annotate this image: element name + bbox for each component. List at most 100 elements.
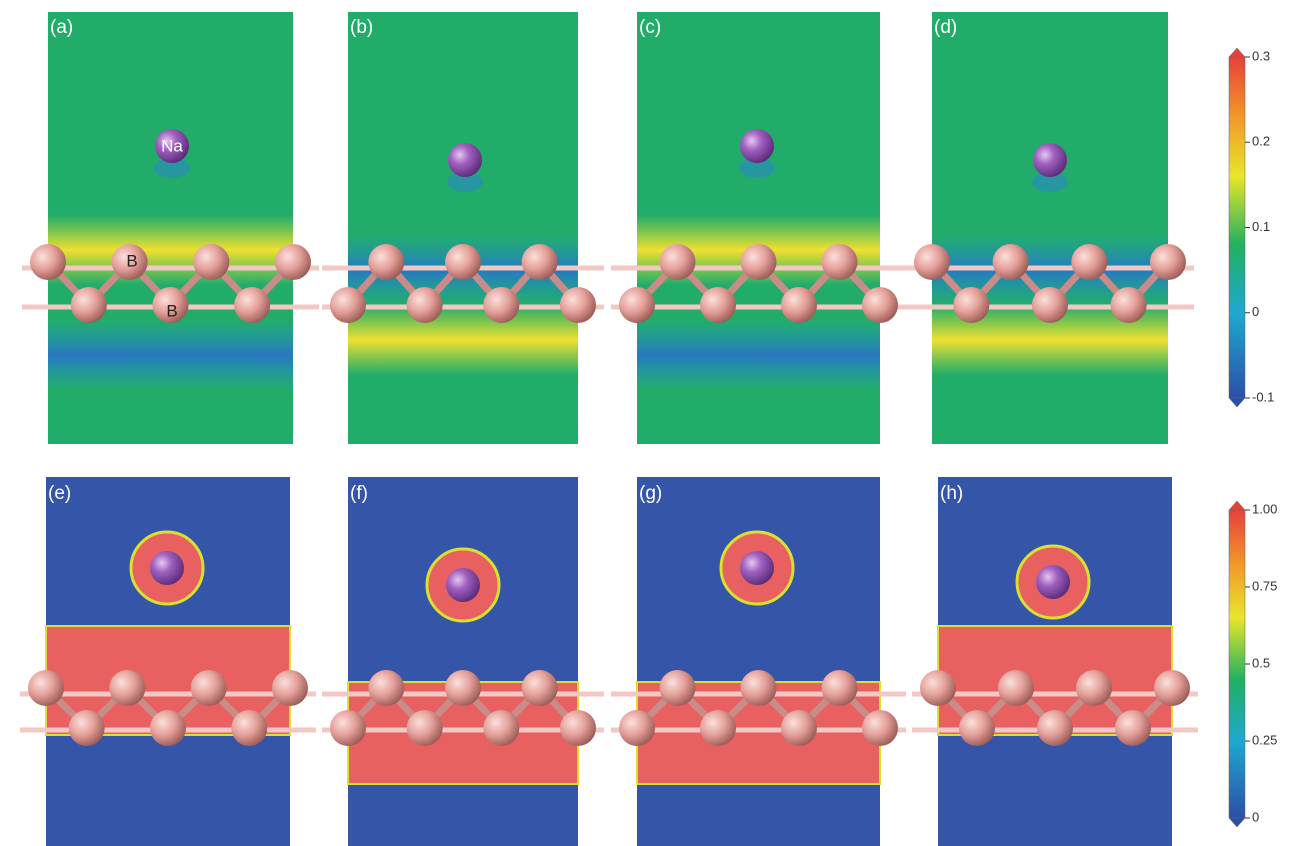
- density-band: [637, 320, 880, 390]
- panel: (f): [322, 477, 604, 846]
- density-halo: [1032, 172, 1068, 192]
- colorbar-arrow: [1228, 817, 1246, 828]
- boron-atom: [521, 244, 558, 280]
- boron-atom: [445, 244, 481, 280]
- sodium-atom: [1036, 565, 1070, 599]
- boron-atom: [740, 670, 777, 706]
- boron-atom: [193, 244, 230, 280]
- boron-atom: [111, 244, 148, 280]
- boron-atom: [483, 287, 520, 323]
- boron-atom: [560, 710, 596, 746]
- density-halo: [739, 158, 775, 178]
- colorbar-tick-label: 0.25: [1252, 732, 1277, 747]
- panel: (c): [611, 12, 906, 444]
- density-halo: [447, 172, 483, 192]
- boron-atom: [619, 710, 655, 746]
- boron-atom: [1032, 287, 1068, 323]
- boron-atom: [781, 287, 817, 323]
- boron-atom: [109, 670, 146, 706]
- boron-atom: [1071, 244, 1108, 280]
- boron-atom: [619, 287, 655, 323]
- panel: (b): [322, 12, 604, 444]
- boron-atom: [234, 287, 271, 323]
- boron-atom: [70, 287, 107, 323]
- panel-label: (a): [50, 17, 73, 38]
- density-halo: [154, 158, 190, 178]
- panel-background: [348, 12, 578, 444]
- boron-atom: [1076, 670, 1112, 706]
- colorbar-tick-label: 0.3: [1252, 48, 1270, 63]
- boron-atom: [700, 287, 736, 323]
- boron-atom: [368, 244, 405, 280]
- boron-atom: [406, 287, 443, 323]
- panel: (h): [912, 477, 1198, 846]
- boron-atom: [821, 670, 858, 706]
- sodium-atom: [150, 551, 184, 585]
- boron-atom: [659, 244, 696, 280]
- atom-label: B: [166, 301, 177, 320]
- panel: (g): [611, 477, 906, 846]
- sodium-atom: [446, 568, 480, 602]
- colorbar-tick-label: 1.00: [1252, 501, 1277, 516]
- boron-atom: [68, 710, 105, 746]
- boron-atom: [1150, 244, 1186, 280]
- panel-background: [348, 477, 578, 846]
- colorbar-tick-label: 0.5: [1252, 655, 1270, 670]
- colorbar-tick-label: -0.1: [1252, 389, 1274, 404]
- boron-atom: [445, 670, 481, 706]
- boron-atom: [821, 244, 858, 280]
- boron-atom: [521, 670, 558, 706]
- boron-atom: [781, 710, 817, 746]
- sodium-atom: [448, 143, 482, 177]
- sodium-atom: [740, 551, 774, 585]
- boron-atom: [959, 710, 995, 746]
- boron-atom: [1110, 287, 1147, 323]
- atom-label: Na: [161, 136, 183, 155]
- colorbar: [1228, 509, 1246, 819]
- panel-label: (c): [639, 17, 661, 38]
- sodium-atom: [1033, 143, 1067, 177]
- boron-atom: [330, 287, 366, 323]
- colorbar-arrow: [1228, 397, 1246, 408]
- boron-atom: [483, 710, 520, 746]
- boron-atom: [862, 287, 898, 323]
- panel-label: (g): [639, 483, 662, 504]
- boron-atom: [1154, 670, 1190, 706]
- panel-label: (h): [940, 483, 963, 504]
- boron-atom: [992, 244, 1029, 280]
- boron-atom: [740, 244, 777, 280]
- boron-atom: [998, 670, 1034, 706]
- boron-atom: [272, 670, 308, 706]
- colorbar-tick-label: 0.2: [1252, 134, 1270, 149]
- boron-atom: [659, 670, 696, 706]
- colorbar-tick-label: 0.1: [1252, 219, 1270, 234]
- boron-atom: [862, 710, 898, 746]
- panel: (a): [22, 12, 319, 444]
- boron-atom: [30, 244, 66, 280]
- boron-atom: [190, 670, 227, 706]
- boron-atom: [330, 710, 366, 746]
- panel: (d): [906, 12, 1194, 444]
- panel: (e): [20, 477, 316, 846]
- boron-atom: [406, 710, 443, 746]
- boron-atom: [368, 670, 405, 706]
- boron-atom: [1115, 710, 1151, 746]
- panel-background: [932, 12, 1168, 444]
- panel-label: (b): [350, 17, 373, 38]
- panel-label: (e): [48, 483, 71, 504]
- boron-atom: [231, 710, 268, 746]
- boron-atom: [150, 710, 186, 746]
- atom-label: B: [126, 251, 137, 270]
- density-band: [48, 215, 293, 285]
- boron-atom: [914, 244, 950, 280]
- density-band: [348, 305, 578, 375]
- boron-atom: [152, 287, 189, 323]
- panel-label: (d): [934, 17, 957, 38]
- boron-atom: [28, 670, 64, 706]
- colorbar: [1228, 56, 1246, 399]
- boron-atom: [560, 287, 596, 323]
- boron-atom: [953, 287, 990, 323]
- boron-atom: [920, 670, 956, 706]
- boron-atom: [1037, 710, 1073, 746]
